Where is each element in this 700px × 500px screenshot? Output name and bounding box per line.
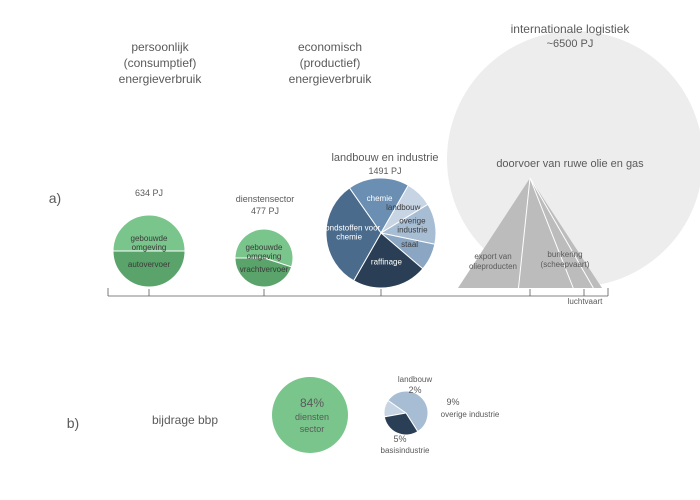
- bbp-landbouw-l: landbouw: [385, 375, 445, 385]
- hdr-intl-l1: internationale logistiek: [470, 22, 670, 37]
- bbp-basis-l: basisindustrie: [365, 446, 445, 456]
- bbp-overige-p: 9%: [438, 397, 468, 408]
- hdr-intl-l2: ~6500 PJ: [470, 38, 670, 52]
- bbp-landbouw-p: 2%: [385, 385, 445, 396]
- pie-industry-slice-label: chemie: [367, 194, 393, 203]
- pie-personal: gebouwdeomgeving autovervoer: [113, 215, 185, 287]
- pie-personal-label: gebouwdeomgeving: [131, 234, 168, 252]
- pie-personal-title: 634 PJ: [109, 188, 189, 199]
- hdr-econ-l3: energieverbruik: [255, 72, 405, 87]
- tri-left: export van olieproducten: [458, 252, 528, 272]
- pie-services-title2: 477 PJ: [215, 206, 315, 217]
- pie-services-label: vrachtvervoer: [240, 265, 289, 274]
- row-b-label: b): [58, 415, 88, 433]
- bbp-title: bijdrage bbp: [125, 413, 245, 428]
- row-a-label: a): [40, 190, 70, 208]
- bbp-pct: 84%: [282, 396, 342, 411]
- hdr-personal-l3: energieverbruik: [95, 72, 225, 87]
- pie-industry: chemielandbouw overigeindustrie staal raffi…: [318, 178, 436, 288]
- pie-services-title1: dienstensector: [215, 194, 315, 205]
- hdr-econ-l2: (productief): [255, 56, 405, 71]
- pie-industry-title1: landbouw en industrie: [305, 152, 465, 166]
- pie-industry-slice-label: overigeindustrie: [397, 217, 428, 235]
- pie-services-label: gebouwdeomgeving: [246, 243, 283, 261]
- bracket: [108, 288, 608, 296]
- hdr-econ-l1: economisch: [255, 40, 405, 55]
- pie-industry-title2: 1491 PJ: [305, 166, 465, 177]
- bbp-overige-l: overige industrie: [435, 410, 505, 420]
- pie-personal-label: autovervoer: [128, 260, 171, 269]
- pie-industry-slice-label: raffinage: [371, 257, 403, 266]
- tri-right: bunkering (scheepvaart): [530, 250, 600, 270]
- hdr-personal-l2: (consumptief): [95, 56, 225, 71]
- pie-industry-slice-label: landbouw: [386, 203, 420, 212]
- bbp-small-pie: [384, 391, 428, 435]
- hdr-personal-l1: persoonlijk: [95, 40, 225, 55]
- pie-services: gebouwdeomgeving vrachtvervoer: [235, 229, 293, 287]
- bbp-name2: sector: [282, 424, 342, 435]
- bbp-name1: diensten: [282, 412, 342, 423]
- pie-industry-slice-label: staal: [401, 240, 418, 249]
- bbp-basis-p: 5%: [380, 434, 420, 445]
- tri-small: luchtvaart: [555, 297, 615, 307]
- big-circle-label: doorvoer van ruwe olie en gas: [470, 158, 670, 172]
